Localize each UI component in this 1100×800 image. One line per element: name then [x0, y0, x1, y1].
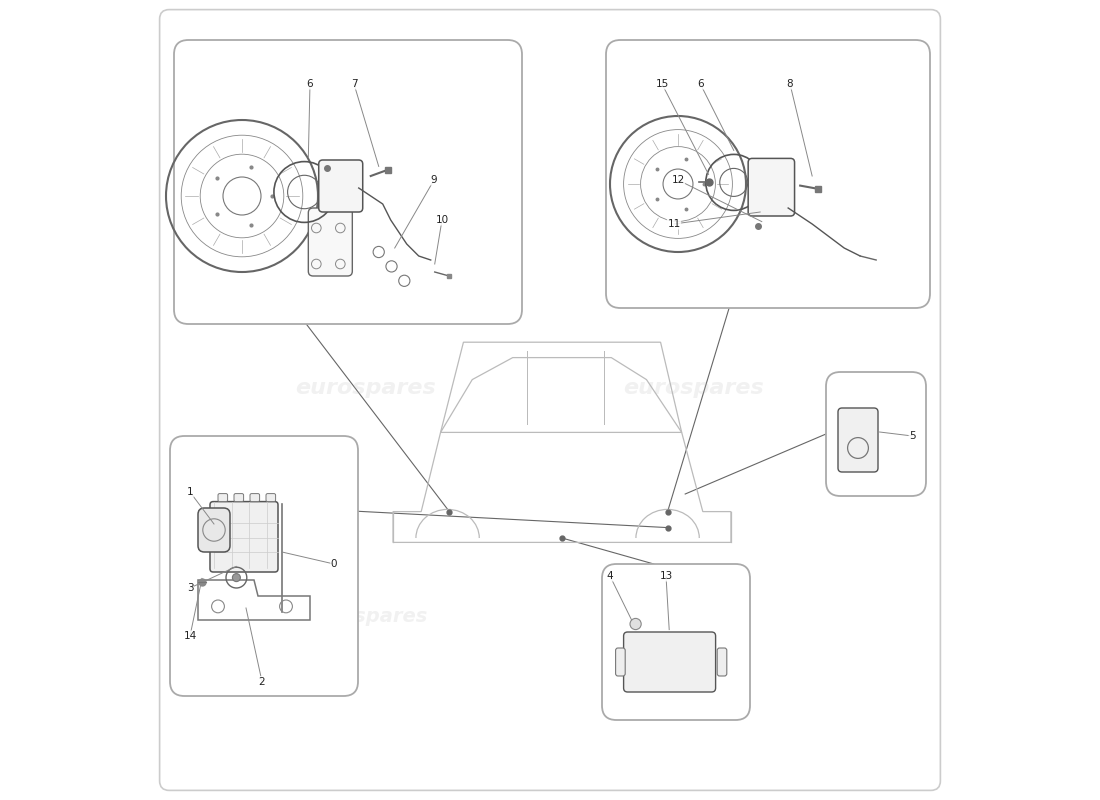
Text: 14: 14 — [184, 631, 197, 641]
FancyBboxPatch shape — [308, 208, 352, 276]
FancyBboxPatch shape — [250, 494, 260, 502]
Text: eurospares: eurospares — [625, 642, 748, 662]
Text: 15: 15 — [656, 79, 669, 89]
Circle shape — [232, 574, 241, 582]
Text: 13: 13 — [659, 571, 672, 581]
Text: 0: 0 — [331, 559, 338, 569]
Text: eurospares: eurospares — [305, 606, 428, 626]
FancyBboxPatch shape — [616, 648, 625, 676]
FancyBboxPatch shape — [174, 40, 522, 324]
FancyBboxPatch shape — [748, 158, 794, 216]
Text: 10: 10 — [436, 215, 449, 225]
Text: 1: 1 — [187, 487, 194, 497]
Text: 8: 8 — [786, 79, 793, 89]
Text: 9: 9 — [431, 175, 438, 185]
Text: 7: 7 — [351, 79, 358, 89]
Circle shape — [630, 618, 641, 630]
Text: 6: 6 — [697, 79, 704, 89]
FancyBboxPatch shape — [624, 632, 716, 692]
FancyBboxPatch shape — [602, 564, 750, 720]
Text: eurospares: eurospares — [296, 378, 437, 398]
FancyBboxPatch shape — [218, 494, 228, 502]
FancyBboxPatch shape — [826, 372, 926, 496]
FancyBboxPatch shape — [717, 648, 727, 676]
FancyBboxPatch shape — [838, 408, 878, 472]
FancyBboxPatch shape — [198, 508, 230, 552]
Text: 4: 4 — [607, 571, 614, 581]
FancyBboxPatch shape — [210, 502, 278, 572]
Text: 5: 5 — [909, 431, 915, 441]
FancyBboxPatch shape — [606, 40, 930, 308]
Text: 6: 6 — [307, 79, 314, 89]
FancyBboxPatch shape — [234, 494, 243, 502]
Text: 12: 12 — [671, 175, 684, 185]
Text: eurospares: eurospares — [624, 378, 764, 398]
Text: 2: 2 — [258, 677, 265, 686]
Text: 11: 11 — [668, 219, 681, 229]
Text: 3: 3 — [187, 583, 194, 593]
FancyBboxPatch shape — [266, 494, 276, 502]
FancyBboxPatch shape — [319, 160, 363, 212]
FancyBboxPatch shape — [170, 436, 358, 696]
